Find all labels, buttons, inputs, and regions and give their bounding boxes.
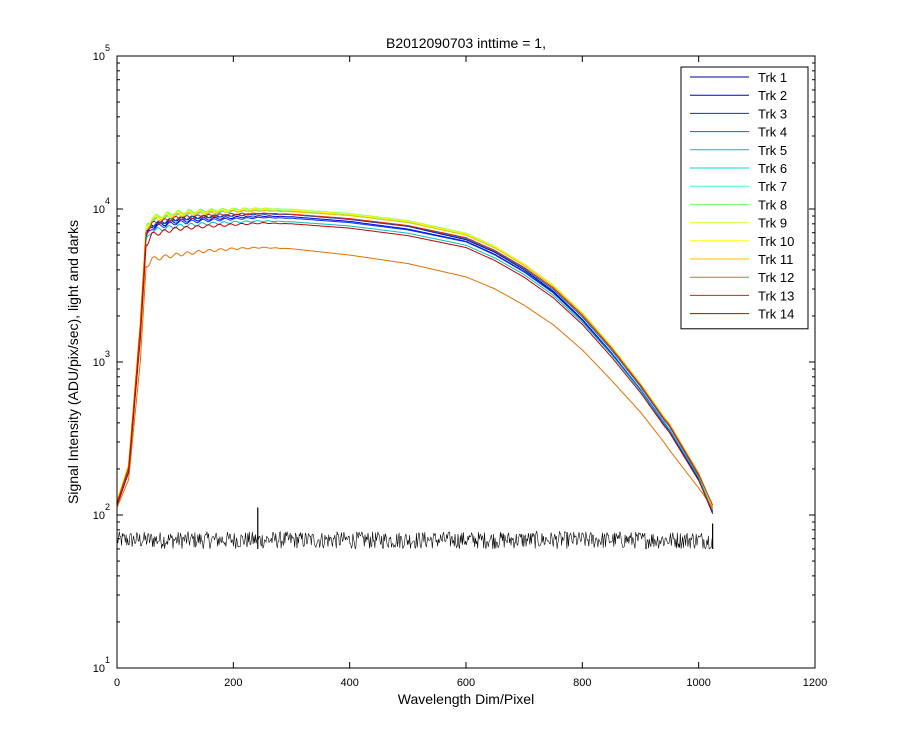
series-line-trk-5 — [117, 220, 714, 512]
y-tick-label-base: 10 — [93, 51, 105, 63]
x-tick-label: 200 — [224, 677, 242, 689]
legend-label-trk-2: Trk 2 — [758, 88, 787, 103]
legend-label-trk-5: Trk 5 — [758, 143, 787, 158]
legend-label-trk-1: Trk 1 — [758, 70, 787, 85]
legend-label-trk-10: Trk 10 — [758, 234, 794, 249]
y-tick-label-exponent: 2 — [105, 502, 110, 512]
x-tick-label: 1000 — [686, 677, 710, 689]
darks-noise-band — [117, 530, 713, 550]
legend: Trk 1 Trk 2 Trk 3 Trk 4 Trk 5 Trk 6 Trk 7 Trk 8… — [680, 66, 809, 330]
y-tick-label-base: 10 — [93, 510, 105, 522]
legend-label-trk-11: Trk 11 — [758, 252, 793, 267]
y-tick-label-base: 10 — [93, 357, 105, 369]
x-tick-label: 800 — [573, 677, 591, 689]
x-tick-label: 1200 — [803, 677, 827, 689]
legend-label-trk-4: Trk 4 — [758, 125, 787, 140]
x-tick-label: 0 — [114, 677, 120, 689]
x-tick-label: 400 — [340, 677, 358, 689]
x-axis-label: Wavelength Dim/Pixel — [398, 691, 534, 707]
y-tick-label-exponent: 3 — [105, 349, 110, 359]
series-line-trk-3 — [117, 216, 714, 512]
y-tick-label-exponent: 1 — [105, 655, 110, 665]
y-tick-label-base: 10 — [93, 204, 105, 216]
y-axis-label: Signal Intensity (ADU/pix/sec), light an… — [65, 220, 81, 504]
y-tick-label-exponent: 4 — [105, 196, 110, 206]
series-line-trk-11 — [117, 209, 714, 507]
legend-label-trk-7: Trk 7 — [758, 179, 787, 194]
legend-label-trk-3: Trk 3 — [758, 106, 787, 121]
series-line-trk-12 — [117, 246, 714, 508]
plot-content — [117, 207, 714, 550]
y-tick-label-exponent: 5 — [105, 43, 110, 53]
legend-label-trk-13: Trk 13 — [758, 288, 794, 303]
series-line-trk-14 — [117, 222, 714, 513]
legend-label-trk-9: Trk 9 — [758, 216, 787, 231]
legend-label-trk-12: Trk 12 — [758, 270, 794, 285]
legend-label-trk-8: Trk 8 — [758, 197, 787, 212]
series-line-trk-13 — [117, 212, 714, 506]
legend-box — [680, 66, 809, 330]
y-tick-label-base: 10 — [93, 663, 105, 675]
legend-label-trk-6: Trk 6 — [758, 161, 787, 176]
plot-area — [117, 207, 714, 550]
legend-label-trk-14: Trk 14 — [758, 307, 794, 322]
chart-title: B2012090703 inttime = 1, — [386, 35, 546, 51]
x-tick-label: 600 — [457, 677, 475, 689]
